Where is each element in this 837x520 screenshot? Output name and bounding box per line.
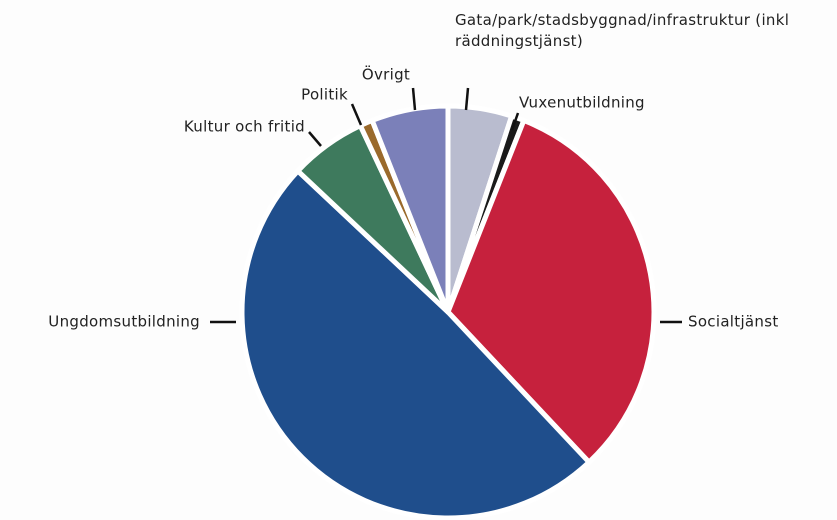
leader-line bbox=[308, 131, 322, 147]
leader-line bbox=[350, 103, 363, 126]
slice-label: Vuxenutbildning bbox=[519, 94, 645, 112]
leader-line bbox=[510, 112, 520, 131]
slice-label: Politik bbox=[301, 86, 348, 104]
pie-slice bbox=[239, 168, 592, 520]
pie-slice bbox=[369, 103, 451, 315]
pie-slice bbox=[445, 117, 657, 465]
slice-label: Ungdomsutbildning bbox=[48, 313, 200, 331]
slice-label: Övrigt bbox=[362, 65, 410, 84]
leader-line bbox=[411, 87, 417, 111]
leader-line bbox=[464, 87, 470, 111]
slice-label: Socialtjänst bbox=[688, 313, 779, 331]
slice-label: Kultur och fritid bbox=[184, 118, 305, 136]
slice-label: Gata/park/stadsbyggnad/infrastruktur (in… bbox=[455, 11, 790, 50]
